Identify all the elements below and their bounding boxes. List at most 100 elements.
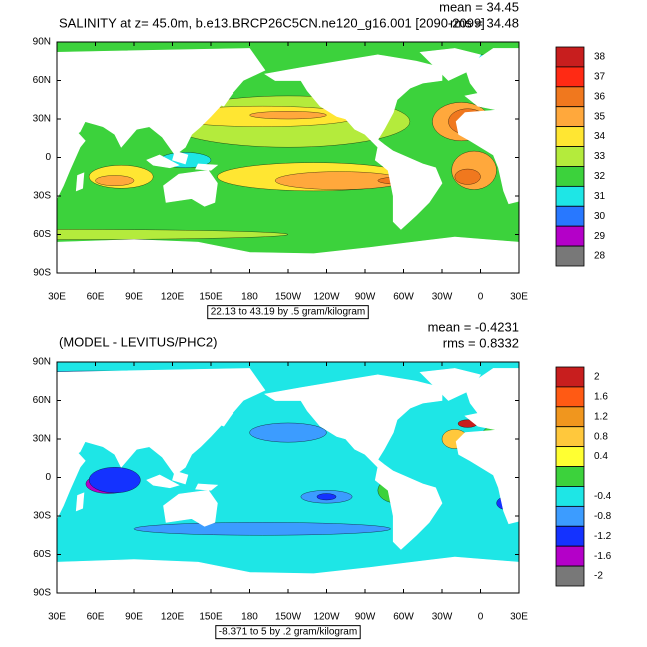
lon-label: 30E (48, 612, 66, 623)
lon-label: 60E (87, 612, 105, 623)
stat: mean = 34.45 (439, 0, 519, 14)
info-text: -8.371 to 5 by .2 gram/kilogram (219, 627, 357, 638)
colorbar-box (555, 46, 585, 68)
colorbar-box (555, 505, 585, 527)
lat-label: 90S (33, 588, 51, 599)
lon-label: 30W (432, 292, 453, 303)
field (249, 422, 327, 443)
lon-label: 90W (355, 292, 376, 303)
lat-label: 0 (45, 152, 51, 163)
stat: mean = -0.4231 (428, 319, 519, 334)
map (57, 42, 519, 273)
colorbar-box (555, 225, 585, 247)
colorbar-box (555, 486, 585, 507)
info-box (207, 305, 369, 320)
colorbar-box (555, 406, 585, 428)
lon-label: 120W (313, 612, 340, 623)
colorbar-label: 36 (594, 91, 606, 102)
colorbar-label: 33 (594, 151, 606, 162)
colorbar-label: -1.6 (594, 551, 612, 562)
lon-label: 60W (393, 612, 414, 623)
colorbar-label: 30 (594, 211, 606, 222)
lon-label: 30W (432, 612, 453, 623)
colorbar-label: 0.4 (594, 451, 608, 462)
colorbar-label: 31 (594, 191, 606, 202)
colorbar-box (555, 106, 585, 128)
colorbar-box (555, 185, 585, 207)
colorbar-box (555, 446, 585, 467)
lon-label: 90W (355, 612, 376, 623)
colorbar-box (555, 366, 585, 388)
colorbar-box (555, 525, 585, 547)
colorbar-label: 0.8 (594, 431, 608, 442)
lon-label: 60E (87, 292, 105, 303)
field (95, 175, 135, 186)
lon-label: 150E (199, 292, 223, 303)
lon-label: 30E (510, 612, 528, 623)
field (249, 111, 327, 120)
lon-label: 30E (48, 292, 66, 303)
colorbar-box (555, 386, 585, 408)
field (316, 493, 337, 501)
field (454, 168, 481, 185)
info-text: 22.13 to 43.19 by .5 gram/kilogram (211, 307, 366, 318)
colorbar-label: 34 (594, 131, 606, 142)
colorbar-box (555, 426, 585, 448)
colorbar-label: 2 (594, 372, 600, 383)
colorbar-label: 1.2 (594, 411, 608, 422)
colorbar-box (555, 545, 585, 567)
lat-label: 60S (33, 549, 51, 560)
lon-label: 120E (161, 292, 185, 303)
lat-label: 90N (33, 357, 51, 368)
lat-label: 60S (33, 229, 51, 240)
colorbar-label: 28 (594, 251, 606, 262)
colorbar-box (555, 66, 585, 88)
field (57, 229, 289, 240)
colorbar-box (555, 86, 585, 108)
colorbar-box (555, 126, 585, 147)
lat-label: 30S (33, 191, 51, 202)
lon-label: 90E (125, 292, 143, 303)
lat-label: 30S (33, 511, 51, 522)
lon-label: 120W (313, 292, 340, 303)
colorbar-label: 32 (594, 171, 606, 182)
lon-label: 30E (510, 292, 528, 303)
field (133, 522, 391, 536)
colorbar-box (555, 166, 585, 187)
info-box (215, 625, 361, 640)
colorbar-label: 38 (594, 52, 606, 63)
stat: rms = 0.8332 (443, 335, 519, 350)
lat-label: 60N (33, 395, 51, 406)
colorbar-label: -1.2 (594, 531, 612, 542)
lat-label: 90N (33, 37, 51, 48)
colorbar-label: -0.8 (594, 511, 612, 522)
colorbar-label: 1.6 (594, 392, 608, 403)
colorbar-label: 35 (594, 111, 606, 122)
colorbar-box (555, 245, 585, 267)
lat-label: 60N (33, 75, 51, 86)
lon-label: 150W (275, 292, 302, 303)
colorbar-box (555, 466, 585, 487)
lon-label: 60W (393, 292, 414, 303)
colorbar-label: 29 (594, 231, 606, 242)
map (57, 362, 519, 593)
lat-label: 30N (33, 114, 51, 125)
colorbar-box (555, 146, 585, 167)
colorbar-box (555, 565, 585, 587)
lon-label: 0 (478, 292, 484, 303)
field (88, 467, 141, 494)
lon-label: 150E (199, 612, 223, 623)
lon-label: 150W (275, 612, 302, 623)
lon-label: 120E (161, 612, 185, 623)
colorbar-label: -0.4 (594, 491, 612, 502)
panel-title: (MODEL - LEVITUS/PHC2) (59, 334, 217, 349)
stat: rms = 34.48 (450, 15, 519, 30)
colorbar-box (555, 205, 585, 227)
panel-title: SALINITY at z= 45.0m, b.e13.BRCP26C5CN.n… (59, 15, 485, 30)
lon-label: 180 (241, 292, 258, 303)
colorbar-label: 37 (594, 72, 606, 83)
lon-label: 180 (241, 612, 258, 623)
lat-label: 90S (33, 268, 51, 279)
lat-label: 0 (45, 472, 51, 483)
